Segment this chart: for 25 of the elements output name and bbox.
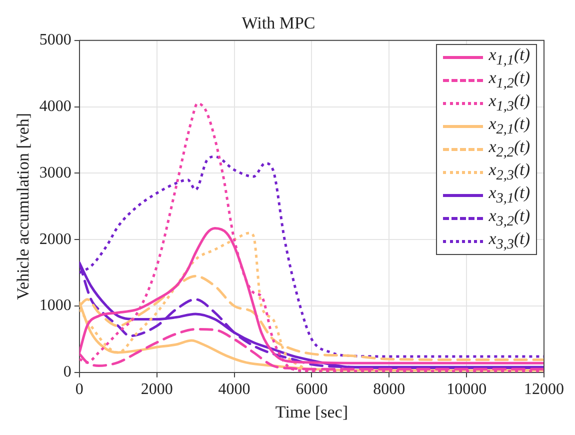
y-tick-label: 5000 bbox=[39, 32, 72, 49]
legend-label: x$_{1,3}$(t) bbox=[488, 91, 530, 116]
legend-label: x$_{3,1}$(t) bbox=[488, 183, 530, 208]
legend-label: x$_{1,1}$(t) bbox=[488, 45, 530, 70]
y-tick-label: 0 bbox=[63, 364, 72, 381]
x-tick-label: 2000 bbox=[140, 381, 173, 398]
legend-label: x$_{3,3}$(t) bbox=[488, 229, 530, 254]
x-axis-title: Time [sec] bbox=[275, 402, 348, 422]
legend-label: x$_{3,2}$(t) bbox=[488, 206, 530, 231]
x-tick-label: 4000 bbox=[218, 381, 250, 398]
x-tick-label: 8000 bbox=[373, 381, 406, 398]
y-tick-label: 3000 bbox=[39, 164, 72, 182]
x-tick-label: 0 bbox=[75, 381, 84, 398]
y-tick-label: 2000 bbox=[39, 230, 72, 248]
legend-label: x$_{1,2}$(t) bbox=[488, 68, 530, 93]
x-tick-label: 10000 bbox=[446, 381, 487, 398]
legend-label: x$_{2,1}$(t) bbox=[488, 114, 530, 139]
x-tick-label: 12000 bbox=[524, 381, 564, 398]
x-tick-label: 6000 bbox=[296, 381, 328, 398]
legend-label: x$_{2,3}$(t) bbox=[488, 160, 530, 185]
y-tick-label: 1000 bbox=[39, 297, 72, 314]
legend-label: x$_{2,2}$(t) bbox=[488, 137, 530, 162]
y-axis-title: Vehicle accumulation [veh] bbox=[14, 112, 33, 300]
y-tick-label: 4000 bbox=[39, 98, 72, 116]
chart-title: With MPC bbox=[242, 14, 316, 33]
